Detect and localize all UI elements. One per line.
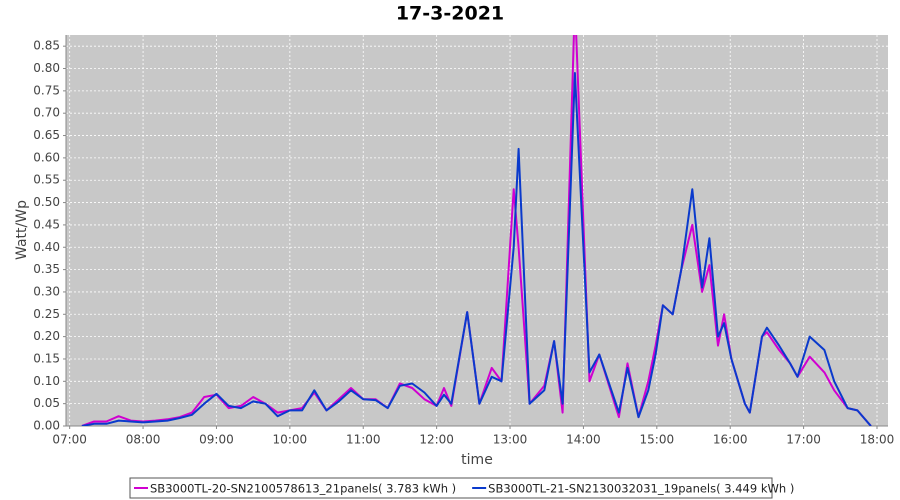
x-tick-label: 08:00 (126, 433, 161, 447)
x-tick-label: 07:00 (52, 433, 87, 447)
plot-area (66, 35, 888, 426)
y-tick-label: 0.70 (33, 106, 60, 120)
x-tick-label: 12:00 (419, 433, 454, 447)
x-tick-label: 14:00 (566, 433, 601, 447)
x-tick-label: 11:00 (346, 433, 381, 447)
y-tick-label: 0.60 (33, 150, 60, 164)
y-tick-label: 0.35 (33, 262, 60, 276)
y-tick-label: 0.40 (33, 240, 60, 254)
grid (66, 35, 888, 427)
y-tick-label: 0.85 (33, 39, 60, 53)
y-axis-label: Watt/Wp (14, 200, 30, 260)
x-tick-label: 16:00 (713, 433, 748, 447)
x-tick-label: 13:00 (493, 433, 528, 447)
y-tick-label: 0.75 (33, 83, 60, 97)
y-tick-label: 0.25 (33, 307, 60, 321)
x-tick-label: 15:00 (640, 433, 675, 447)
y-tick-label: 0.30 (33, 284, 60, 298)
x-axis-label: time (461, 452, 493, 468)
y-tick-label: 0.80 (33, 61, 60, 75)
x-tick-label: 10:00 (273, 433, 308, 447)
x-tick-label: 09:00 (199, 433, 234, 447)
x-tick-label: 17:00 (786, 433, 821, 447)
y-tick-label: 0.45 (33, 217, 60, 231)
legend-label: SB3000TL-21-SN2130032031_19panels( 3.449… (488, 482, 794, 496)
y-tick-label: 0.20 (33, 329, 60, 343)
y-tick-label: 0.05 (33, 396, 60, 410)
y-tick-label: 0.55 (33, 173, 60, 187)
x-tick-label: 18:00 (860, 433, 895, 447)
legend-label: SB3000TL-20-SN2100578613_21panels( 3.783… (150, 482, 456, 496)
y-tick-label: 0.15 (33, 351, 60, 365)
series-line (81, 72, 872, 426)
legend-items: SB3000TL-20-SN2100578613_21panels( 3.783… (134, 482, 794, 496)
y-tick-label: 0.00 (33, 419, 60, 433)
chart-title: 17-3-2021 (396, 3, 504, 25)
y-tick-label: 0.10 (33, 374, 60, 388)
y-tick-label: 0.50 (33, 195, 60, 209)
legend (129, 477, 773, 499)
y-tick-label: 0.65 (33, 128, 60, 142)
